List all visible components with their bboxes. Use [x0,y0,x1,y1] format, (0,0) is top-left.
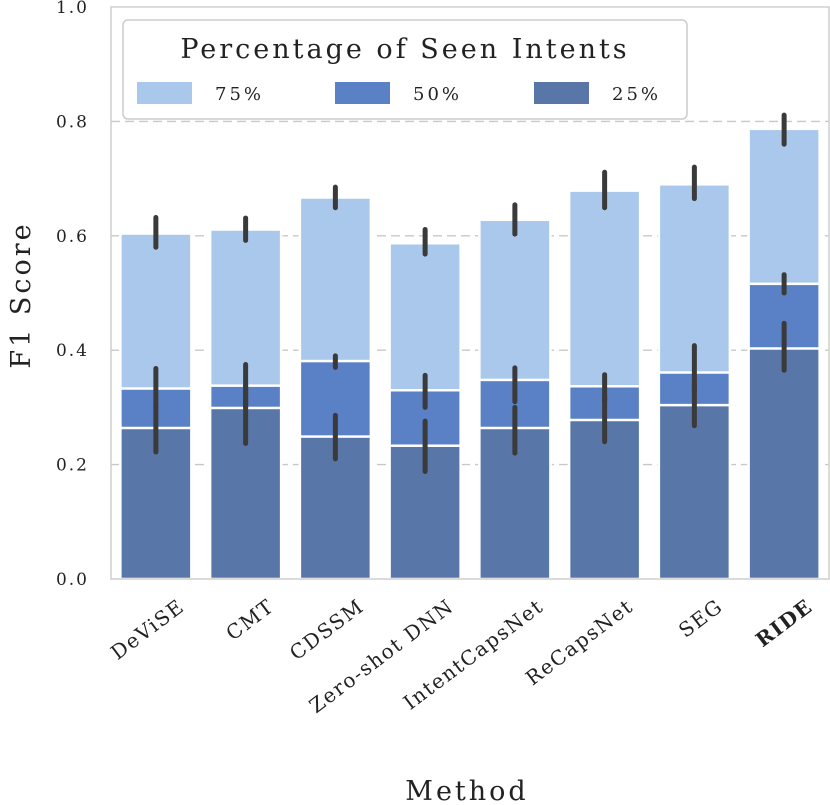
legend-swatch-75 [137,82,192,104]
x-tick-label-cmt: CMT [221,594,278,645]
y-tick-label: 0.8 [56,112,89,132]
y-tick-label: 0.0 [56,570,89,590]
legend-entries: 75% 50% 25% [137,82,661,105]
legend-label-50: 50% [413,84,462,105]
y-axis-label: F1 Score [6,221,37,368]
bar-seg-25 [657,403,732,581]
error-bars [153,112,787,474]
x-tick-label-ride: RIDE [751,594,817,652]
legend-title: Percentage of Seen Intents [180,34,629,65]
y-tick-label: 0.2 [56,456,89,476]
x-axis-label: Method [405,776,528,805]
bars [119,127,821,581]
bar-recapsnet-25 [567,418,642,581]
bar-ride-25 [747,347,821,581]
y-tick-label: 0.4 [56,341,89,361]
legend-swatch-50 [335,82,390,104]
x-tick-label-zero-shot-dnn: Zero-shot DNN [305,594,459,718]
x-tick-label-seg: SEG [674,594,727,643]
x-tick-label-cdssm: CDSSM [285,594,368,665]
y-axis-ticks: 0.0 0.2 0.4 0.6 0.8 1.0 [56,0,89,590]
legend-swatch-25 [534,82,589,104]
legend-label-75: 75% [215,84,264,105]
plot-frame [110,6,830,580]
y-tick-label: 1.0 [56,0,89,18]
y-tick-label: 0.6 [56,227,89,247]
legend: Percentage of Seen Intents 75% 50% 25% [122,19,688,120]
x-tick-label-devise: DeViSE [106,594,189,665]
legend-label-25: 25% [612,84,661,105]
